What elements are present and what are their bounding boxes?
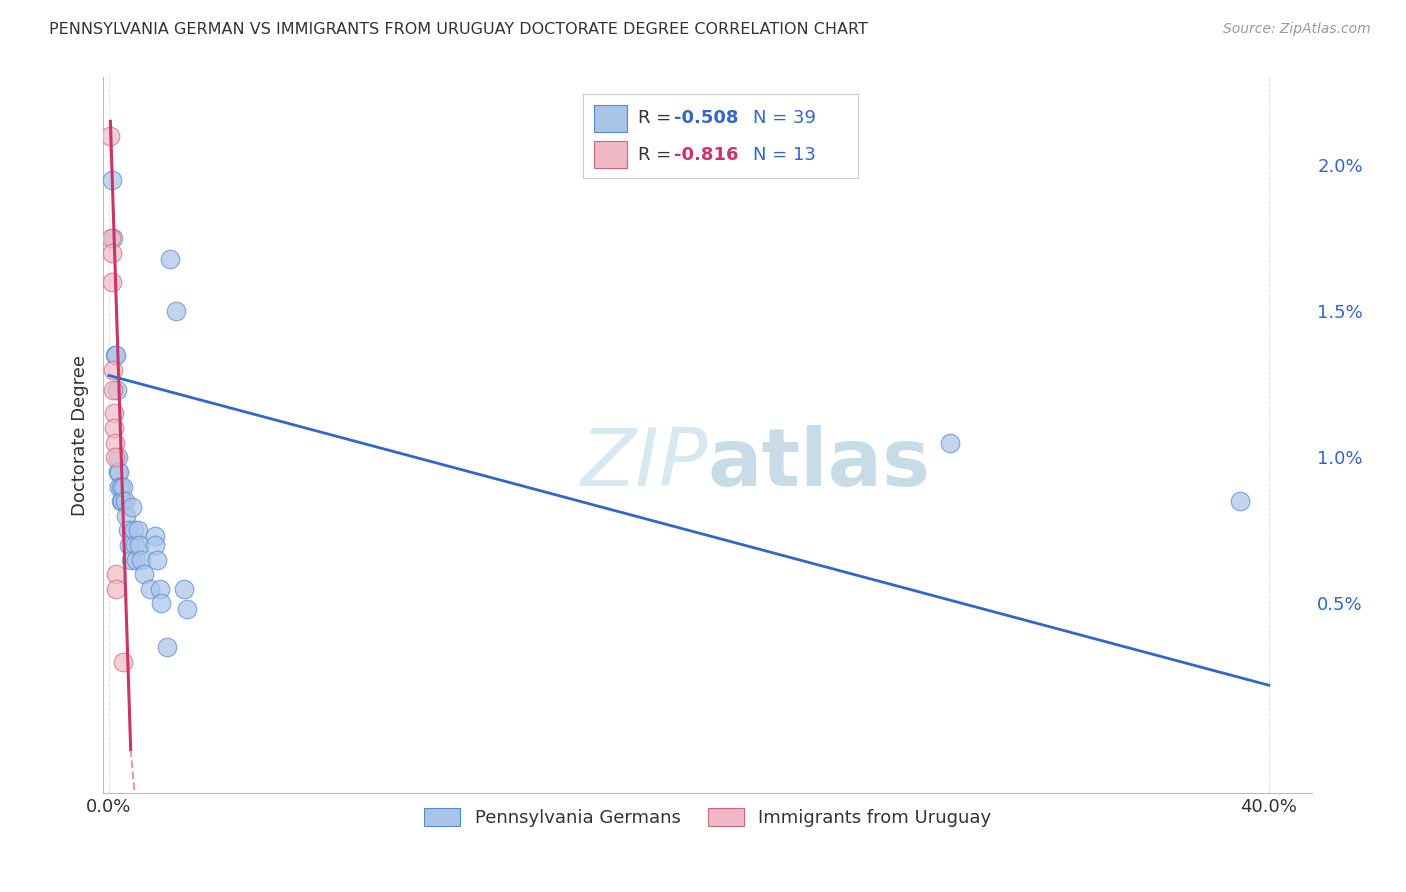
- Point: [100, 231, 122, 245]
- Point: [159, 252, 181, 266]
- Point: [150, 596, 173, 610]
- Point: [117, 524, 139, 538]
- Point: [105, 582, 128, 596]
- Bar: [595, 104, 627, 132]
- Point: [128, 538, 150, 552]
- Point: [105, 348, 128, 362]
- Point: [101, 172, 124, 186]
- Point: [132, 567, 155, 582]
- Point: [101, 275, 124, 289]
- Point: [110, 494, 132, 508]
- Point: [104, 348, 127, 362]
- Point: [165, 304, 187, 318]
- Point: [173, 582, 195, 596]
- Point: [124, 538, 146, 552]
- Point: [100, 128, 122, 143]
- Point: [103, 421, 125, 435]
- Point: [103, 231, 125, 245]
- Point: [108, 465, 131, 479]
- Point: [105, 567, 128, 582]
- Text: PENNSYLVANIA GERMAN VS IMMIGRANTS FROM URUGUAY DOCTORATE DEGREE CORRELATION CHAR: PENNSYLVANIA GERMAN VS IMMIGRANTS FROM U…: [49, 22, 868, 37]
- Point: [103, 383, 125, 397]
- Point: [129, 552, 152, 566]
- Point: [111, 494, 134, 508]
- Text: -0.508: -0.508: [673, 109, 738, 128]
- Point: [120, 552, 142, 566]
- Text: ZIP: ZIP: [581, 425, 707, 503]
- Bar: [595, 141, 627, 169]
- Point: [112, 479, 135, 493]
- Point: [118, 538, 141, 552]
- Point: [939, 435, 962, 450]
- Text: N = 39: N = 39: [754, 109, 817, 128]
- Point: [103, 407, 125, 421]
- Point: [125, 552, 148, 566]
- Y-axis label: Doctorate Degree: Doctorate Degree: [72, 355, 89, 516]
- Point: [108, 479, 131, 493]
- Point: [122, 524, 145, 538]
- Point: [149, 582, 172, 596]
- Text: -0.816: -0.816: [673, 145, 738, 163]
- Point: [104, 450, 127, 465]
- Point: [103, 362, 125, 376]
- Text: R =: R =: [638, 145, 678, 163]
- Point: [115, 508, 138, 523]
- Point: [107, 465, 129, 479]
- Text: N = 13: N = 13: [754, 145, 817, 163]
- Point: [105, 383, 128, 397]
- Text: Source: ZipAtlas.com: Source: ZipAtlas.com: [1223, 22, 1371, 37]
- Point: [112, 655, 135, 669]
- Text: atlas: atlas: [707, 425, 931, 503]
- Point: [138, 582, 160, 596]
- Point: [176, 602, 198, 616]
- Point: [146, 552, 169, 566]
- Legend: Pennsylvania Germans, Immigrants from Uruguay: Pennsylvania Germans, Immigrants from Ur…: [418, 801, 998, 834]
- Point: [101, 245, 124, 260]
- Point: [114, 494, 136, 508]
- Point: [110, 479, 132, 493]
- Text: R =: R =: [638, 109, 678, 128]
- Point: [156, 640, 179, 655]
- Point: [143, 529, 166, 543]
- Point: [121, 500, 143, 514]
- Point: [1229, 494, 1251, 508]
- Point: [127, 524, 149, 538]
- Point: [143, 538, 166, 552]
- Point: [104, 435, 127, 450]
- Point: [107, 450, 129, 465]
